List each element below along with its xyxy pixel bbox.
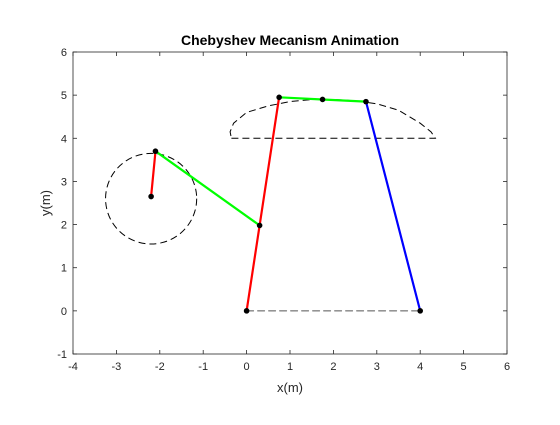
joint-point-5	[319, 96, 326, 103]
linkage-layer	[150, 96, 422, 312]
joint-point-2	[256, 222, 263, 229]
y-tick-label: 6	[61, 47, 67, 59]
coupler-curve-path	[229, 99, 437, 139]
joint-point-4	[276, 94, 282, 101]
y-tick-label: 1	[61, 263, 67, 275]
x-tick-label: 1	[287, 361, 293, 373]
chart-title: Chebyshev Mecanism Animation	[181, 32, 399, 48]
joint-layer	[148, 94, 424, 314]
link-rocker-left	[245, 96, 281, 312]
x-tick-label: 4	[417, 361, 423, 373]
link-connector	[154, 150, 261, 227]
y-tick-label: 4	[61, 133, 67, 145]
coupler-curve-layer	[229, 99, 437, 139]
y-axis-ticks: -1 0 1 2 3 4 5 6	[57, 47, 507, 361]
y-axis-label: y(m)	[38, 190, 53, 216]
x-tick-label: 3	[374, 361, 380, 373]
y-tick-label: 0	[61, 306, 67, 318]
link-crank	[150, 150, 157, 198]
x-tick-label: -4	[68, 361, 78, 373]
joint-point-3	[243, 308, 250, 314]
joint-point-0	[148, 193, 154, 200]
y-tick-label: -1	[57, 349, 67, 361]
x-tick-label: 6	[504, 361, 510, 373]
crank-circle-layer	[105, 152, 198, 245]
x-tick-label: 5	[461, 361, 467, 373]
x-axis-label: x(m)	[277, 380, 303, 395]
x-tick-label: 2	[330, 361, 336, 373]
plot-area	[73, 52, 507, 354]
y-tick-label: 5	[61, 90, 67, 102]
joint-point-7	[417, 308, 424, 314]
y-tick-label: 2	[61, 220, 67, 232]
joint-point-6	[363, 98, 369, 105]
joint-point-1	[152, 148, 159, 155]
x-axis-ticks: -4 -3 -2 -1 0 1 2 3 4 5 6	[68, 52, 510, 373]
link-rocker-right	[364, 100, 422, 312]
x-tick-label: -3	[112, 361, 122, 373]
x-tick-label: -2	[155, 361, 165, 373]
y-tick-label: 3	[61, 176, 67, 188]
crank-path-circle	[105, 152, 198, 245]
x-tick-label: -1	[198, 361, 208, 373]
x-tick-label: 0	[244, 361, 250, 373]
